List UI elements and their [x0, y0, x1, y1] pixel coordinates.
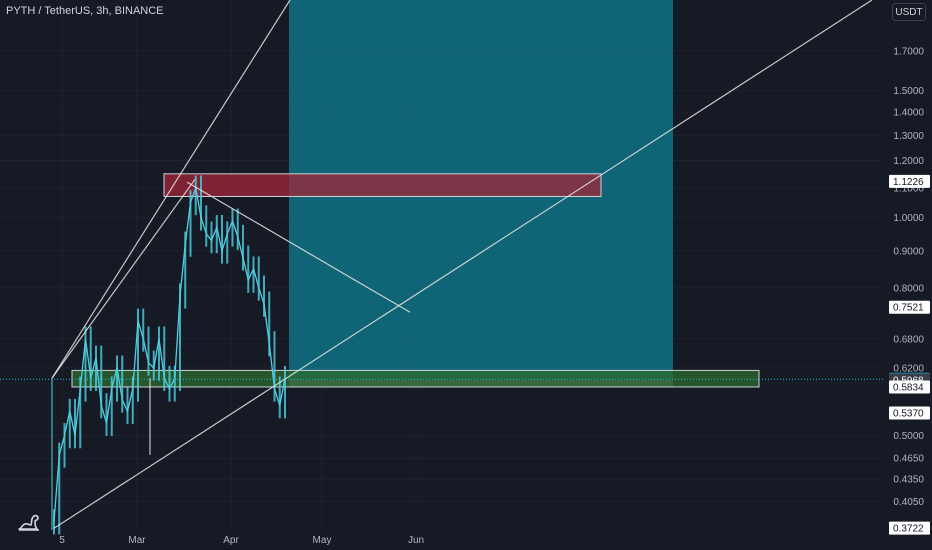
- supply-zone: [163, 173, 602, 197]
- price-label: 0.5370: [893, 409, 924, 420]
- trendline-upper-channel: [51, 0, 291, 379]
- y-tick-label: 1.3000: [893, 131, 924, 142]
- price-label-box: [889, 300, 930, 314]
- tradingview-dino-icon[interactable]: [16, 510, 42, 532]
- x-tick-label: Mar: [128, 535, 146, 546]
- y-tick-label: 0.4650: [893, 454, 924, 465]
- x-tick-label: Jun: [408, 535, 424, 546]
- y-tick-label: 0.4050: [893, 497, 924, 508]
- symbol-title: PYTH / TetherUS, 3h, BINANCE: [6, 5, 164, 17]
- y-tick-label: 1.1000: [893, 183, 924, 194]
- x-tick-label: May: [313, 535, 332, 546]
- price-series-line: [53, 185, 286, 522]
- trendline-ascending-support: [53, 0, 873, 529]
- price-label-box: [889, 174, 930, 188]
- y-tick-label: 0.9000: [893, 246, 924, 257]
- demand-zone: [71, 369, 760, 388]
- trendline-rally: [51, 178, 196, 379]
- trendline-descending: [186, 181, 411, 313]
- x-tick-label: Apr: [223, 535, 239, 546]
- x-tick-label: 5: [59, 535, 65, 546]
- price-label: 0.5834: [893, 382, 924, 393]
- y-tick-label: 1.5000: [893, 86, 924, 97]
- y-tick-label: 1.4000: [893, 108, 924, 119]
- price-label: 0.7521: [893, 303, 924, 314]
- y-tick-label: 0.6200: [893, 363, 924, 374]
- y-tick-label: 1.0000: [893, 213, 924, 224]
- price-label-box: [889, 521, 930, 535]
- price-label-box: [889, 406, 930, 420]
- y-tick-label: 1.7000: [893, 47, 924, 58]
- price-label-box: [889, 380, 930, 394]
- price-label: 1.1226: [893, 177, 924, 188]
- price-label: 0.3722: [893, 524, 924, 535]
- y-tick-label: 0.6800: [893, 334, 924, 345]
- y-tick-label: 0.5000: [893, 431, 924, 442]
- y-tick-label: 0.4350: [893, 475, 924, 486]
- y-tick-label: 1.2000: [893, 156, 924, 167]
- y-tick-label: 0.8000: [893, 283, 924, 294]
- currency-button[interactable]: USDT: [892, 3, 926, 21]
